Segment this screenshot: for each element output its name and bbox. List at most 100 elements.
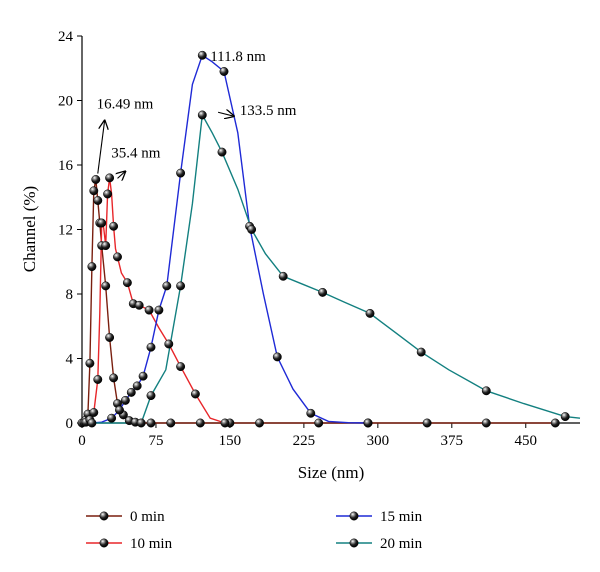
data-point-15-min — [107, 413, 117, 423]
data-point-20-min — [560, 412, 570, 422]
data-point-20-min — [176, 281, 186, 291]
legend-swatch-marker — [349, 538, 359, 548]
y-tick-label: 20 — [58, 94, 73, 110]
annotation-arrow — [118, 171, 126, 178]
data-point-0-min — [85, 358, 95, 368]
data-point-15-min — [115, 405, 124, 415]
y-axis-title: Channel (%) — [20, 186, 39, 272]
data-point-15-min — [162, 281, 172, 291]
data-point-20-min — [416, 347, 426, 357]
plot-frame — [81, 36, 580, 424]
x-tick-label: 375 — [441, 433, 464, 449]
y-tick-label: 4 — [66, 352, 74, 368]
x-tick-label: 150 — [219, 433, 242, 449]
data-point-0-min — [146, 418, 156, 428]
data-point-15-min — [219, 67, 229, 76]
x-tick-label: 0 — [78, 433, 86, 449]
y-tick-label: 16 — [58, 158, 74, 174]
data-point-0-min — [255, 418, 264, 428]
data-point-20-min — [217, 147, 227, 157]
data-point-0-min — [195, 418, 205, 428]
annotation-arrow — [217, 112, 234, 116]
data-point-10-min — [176, 362, 186, 372]
y-tick-label: 24 — [58, 29, 74, 45]
data-point-10-min — [113, 252, 122, 262]
legend: 0 min 10 min 15 min 20 min — [86, 509, 423, 552]
data-point-0-min — [550, 418, 560, 428]
data-point-20-min — [146, 391, 156, 401]
data-point-20-min — [247, 225, 257, 234]
series-line-0-min — [81, 179, 556, 424]
data-point-10-min — [144, 305, 154, 315]
data-point-15-min — [132, 381, 142, 391]
legend-swatch-marker — [99, 511, 109, 521]
data-point-0-min — [481, 418, 491, 428]
axis-ticks: 0 75 150 225 300 375 450 0 4 8 12 16 20 24 — [58, 29, 537, 449]
data-point-0-min — [101, 281, 111, 291]
legend-label-10-min: 10 min — [130, 536, 173, 552]
series-line-20-min — [82, 112, 581, 424]
x-tick-label: 450 — [515, 433, 538, 449]
data-point-10-min — [97, 218, 107, 228]
data-point-15-min — [272, 352, 282, 362]
legend-swatch-marker — [99, 538, 109, 548]
legend-label-0-min: 0 min — [130, 509, 165, 525]
y-tick-label: 8 — [66, 287, 74, 303]
annotations: 16.49 nm 35.4 nm 111.8 nm 133.5 nm — [97, 49, 297, 178]
data-point-0-min — [136, 418, 146, 428]
data-point-15-min — [363, 418, 373, 428]
data-point-0-min — [166, 418, 176, 428]
data-point-10-min — [109, 221, 119, 231]
y-tick-label: 0 — [66, 416, 74, 432]
data-point-10-min — [93, 375, 103, 384]
data-point-15-min — [87, 418, 97, 428]
data-point-10-min — [164, 339, 174, 349]
data-point-20-min — [197, 110, 207, 120]
x-axis-title: Size (nm) — [298, 463, 365, 482]
data-point-15-min — [197, 50, 207, 60]
data-point-15-min — [120, 395, 130, 405]
data-point-0-min — [105, 333, 115, 342]
data-point-10-min — [89, 408, 99, 417]
x-tick-label: 225 — [293, 433, 316, 449]
data-point-10-min — [101, 241, 111, 251]
annotation-label: 16.49 nm — [97, 97, 154, 113]
legend-label-20-min: 20 min — [380, 536, 423, 552]
data-point-20-min — [481, 386, 491, 396]
data-point-10-min — [103, 189, 113, 199]
annotation-label: 111.8 nm — [210, 49, 266, 65]
annotation-arrow — [97, 121, 105, 174]
data-point-15-min — [154, 305, 164, 315]
data-point-10-min — [105, 173, 115, 183]
data-point-10-min — [220, 418, 230, 428]
x-tick-label: 75 — [148, 433, 163, 449]
data-point-10-min — [122, 278, 132, 288]
data-point-0-min — [422, 418, 432, 428]
data-point-20-min — [278, 271, 288, 281]
data-point-0-min — [87, 262, 97, 272]
series-markers — [77, 50, 570, 428]
data-point-20-min — [318, 287, 328, 297]
series-lines — [81, 54, 581, 424]
data-point-0-min — [109, 373, 119, 383]
annotation-label: 35.4 nm — [111, 145, 161, 161]
legend-label-15-min: 15 min — [380, 509, 423, 525]
legend-swatch-marker — [349, 511, 359, 521]
data-point-15-min — [306, 408, 316, 418]
data-point-0-min — [93, 196, 103, 205]
data-point-15-min — [146, 342, 156, 352]
annotation-label: 133.5 nm — [240, 103, 297, 119]
data-point-10-min — [190, 389, 200, 399]
data-point-0-min — [89, 186, 99, 196]
data-point-15-min — [138, 371, 148, 381]
data-point-15-min — [126, 387, 136, 397]
data-point-10-min — [134, 300, 144, 310]
data-point-20-min — [365, 308, 375, 318]
series-line-10-min — [81, 177, 226, 424]
data-point-15-min — [176, 168, 186, 178]
x-tick-label: 300 — [367, 433, 390, 449]
data-point-0-min — [314, 418, 324, 428]
data-point-0-min — [91, 175, 101, 184]
y-tick-label: 12 — [58, 223, 73, 239]
